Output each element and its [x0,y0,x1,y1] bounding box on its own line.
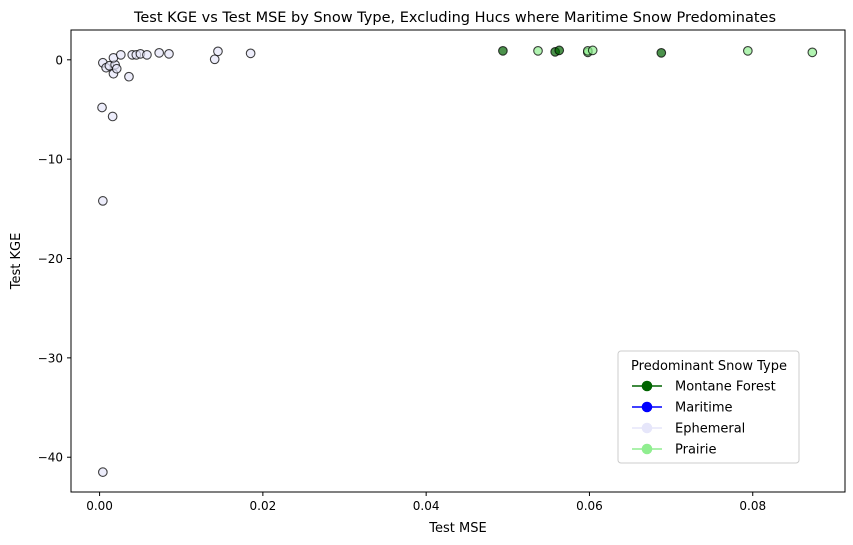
data-point-ephemeral [164,48,174,59]
data-point-ephemeral [142,49,152,60]
data-point-prairie [742,46,753,56]
data-point-ephemeral [115,49,126,60]
chart-title: Test KGE vs Test MSE by Snow Type, Exclu… [133,10,776,26]
plot-area-frame [70,29,846,493]
data-point-montane-forest [554,45,565,56]
data-point-ephemeral [209,54,220,65]
data-point-prairie [533,46,543,56]
data-point-ephemeral [97,196,108,206]
scatter-marks [97,45,818,477]
x-tick-label: 0.06 [576,499,603,513]
data-point-ephemeral [154,48,165,58]
data-point-montane-forest [656,48,667,58]
y-tick-label: −30 [38,351,63,365]
data-point-ephemeral [107,111,118,122]
legend-label-maritime: Maritime [675,401,733,416]
x-tick-label: 0.02 [250,499,277,513]
data-point-ephemeral [124,71,134,82]
data-point-prairie [587,45,598,56]
legend-marker-prairie [641,443,653,455]
x-tick-label: 0.00 [86,499,113,513]
x-axis-label: Test MSE [428,521,486,536]
data-point-ephemeral [97,467,108,477]
y-tick-label: 0 [55,53,63,67]
legend-label-ephemeral: Ephemeral [675,422,745,437]
data-point-ephemeral [245,48,256,59]
x-tick-label: 0.08 [739,499,766,513]
legend: Predominant Snow Type Montane Forest Mari… [617,350,800,464]
data-point-prairie [807,47,818,58]
data-point-ephemeral [97,102,107,113]
x-axis-ticks: 0.00 0.02 0.04 0.06 0.08 [86,492,766,513]
data-point-montane-forest [498,46,508,56]
legend-marker-montane-forest [641,380,653,392]
legend-marker-ephemeral [641,422,653,434]
y-tick-label: −20 [38,252,63,266]
y-tick-label: −40 [38,451,63,465]
y-tick-label: −10 [38,153,63,167]
y-axis-ticks: 0 −10 −20 −30 −40 [38,53,71,465]
legend-marker-maritime [641,401,653,413]
x-tick-label: 0.04 [413,499,440,513]
data-point-ephemeral [213,46,223,57]
legend-label-prairie: Prairie [675,443,717,458]
y-axis-label: Test KGE [9,233,24,291]
legend-title: Predominant Snow Type [631,359,787,374]
legend-box [617,350,800,464]
data-point-ephemeral [111,63,122,74]
legend-label-montane-forest: Montane Forest [675,380,776,395]
